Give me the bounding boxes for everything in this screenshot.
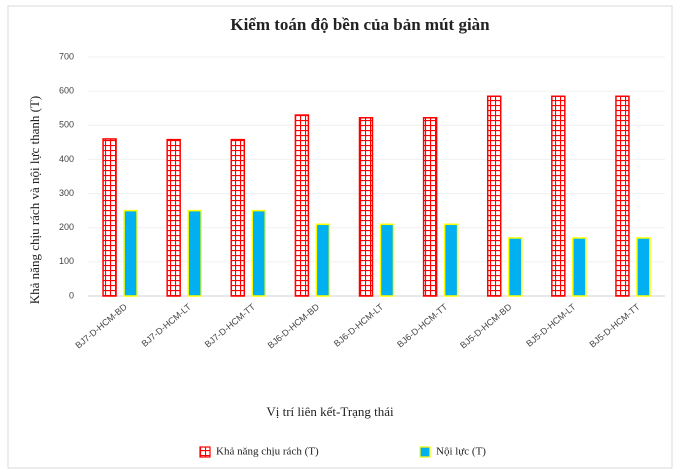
bar <box>572 237 587 297</box>
y-tick-label: 300 <box>59 188 74 198</box>
bar <box>443 223 459 297</box>
y-tick-label: 500 <box>59 120 74 130</box>
bar <box>507 237 523 297</box>
bar <box>486 95 502 297</box>
bar <box>422 117 438 297</box>
bar <box>636 237 651 297</box>
y-tick-label: 600 <box>59 86 74 96</box>
bar <box>379 223 395 297</box>
bar <box>123 209 138 297</box>
chart-title: Kiểm toán độ bền của bản mút giàn <box>230 15 490 34</box>
bar <box>315 223 331 297</box>
bar <box>251 209 267 297</box>
bar <box>551 95 566 297</box>
y-axis-title: Khả năng chịu rách và nội lực thanh (T) <box>27 96 42 304</box>
bar <box>102 138 117 297</box>
legend-swatch <box>419 446 431 458</box>
legend-label: Khả năng chịu rách (T) <box>216 446 319 458</box>
bar <box>187 209 202 297</box>
bar <box>358 117 374 297</box>
y-tick-label: 0 <box>69 290 74 300</box>
x-axis-title: Vị trí liên kết-Trạng thái <box>266 404 394 419</box>
bar <box>294 114 310 297</box>
y-tick-label: 400 <box>59 154 74 164</box>
y-tick-label: 700 <box>59 51 74 61</box>
y-tick-label: 200 <box>59 222 74 232</box>
chart-frame <box>7 5 673 469</box>
bar <box>615 95 630 297</box>
bar <box>166 138 181 297</box>
legend-label: Nội lực (T) <box>436 446 486 458</box>
y-tick-label: 100 <box>59 256 74 266</box>
bar <box>230 138 246 297</box>
legend-swatch <box>199 446 211 458</box>
